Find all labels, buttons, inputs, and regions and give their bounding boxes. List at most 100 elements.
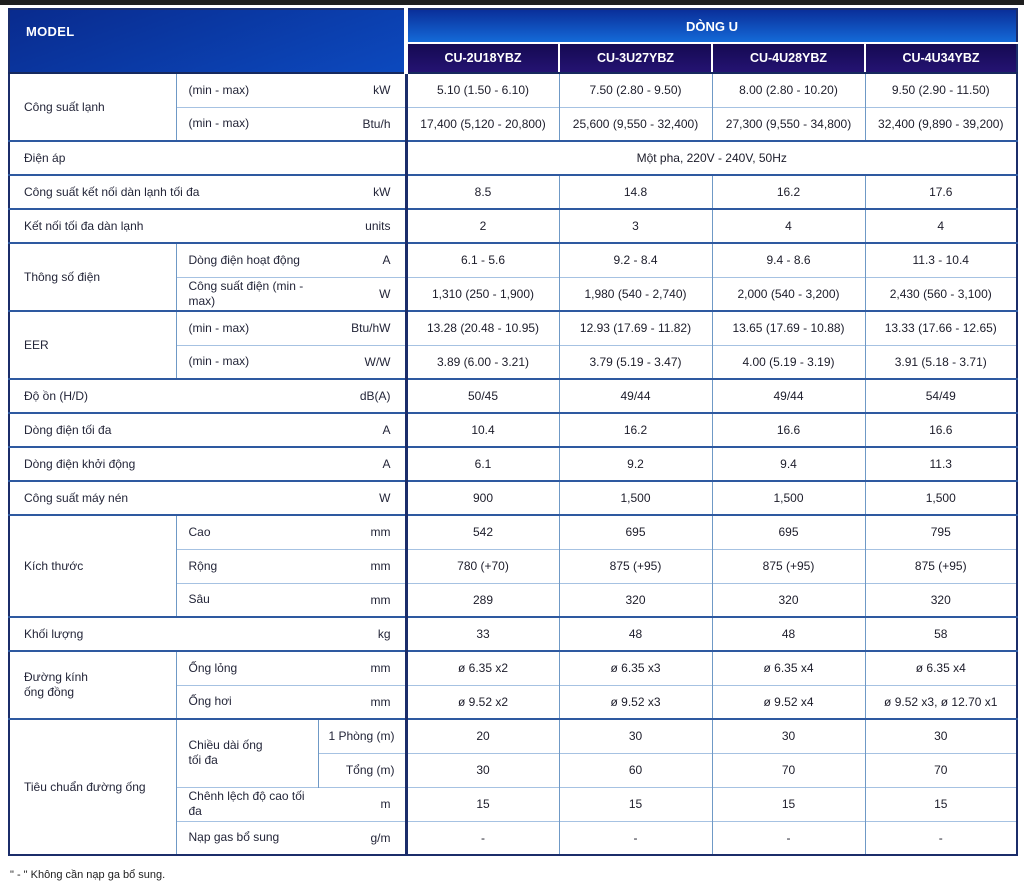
spec-value: 3.89 (6.00 - 3.21) [404, 344, 559, 379]
spec-value: 1,310 (250 - 1,900) [404, 276, 559, 311]
spec-value: 50/45 [404, 378, 559, 413]
model-corner-header: MODEL [9, 9, 408, 74]
spec-value: 15 [558, 786, 712, 821]
model-column-header: CU-3U27YBZ [558, 42, 712, 74]
spec-sheet: MODEL DÒNG U CU-2U18YBZ CU-3U27YBZ CU-4U… [0, 5, 1024, 895]
spec-value: 9.50 (2.90 - 11.50) [864, 72, 1017, 107]
unit-label: Btu/hW [318, 310, 406, 345]
row-sub-label: Rộng [175, 548, 318, 583]
row-sub-label: Dòng điện hoạt động [175, 242, 318, 277]
page-top-edge [0, 0, 1024, 5]
unit-label: mm [318, 684, 406, 719]
table-row: (min - max) Btu/h 17,400 (5,120 - 20,800) 2… [9, 106, 1017, 141]
unit-label: mm [318, 548, 406, 583]
row-group-label: Khối lượng [9, 616, 318, 651]
table-row: Công suất kết nối dàn lạnh tối đa kW 8.5 14… [9, 174, 1017, 209]
spec-value: 11.3 [864, 446, 1017, 481]
spec-value: 3.79 (5.19 - 3.47) [558, 344, 712, 379]
row-sub-label: Chiều dài ống tối đa [175, 718, 318, 787]
unit-label: W [318, 276, 406, 311]
spec-value: 9.2 [558, 446, 712, 481]
spec-value: 7.50 (2.80 - 9.50) [558, 72, 712, 107]
row-group-label: Kích thước [9, 514, 176, 617]
spec-value: - [711, 820, 865, 855]
spec-value: 289 [404, 582, 559, 617]
spec-value: 16.2 [558, 412, 712, 447]
spec-value: ø 6.35 x4 [864, 650, 1017, 685]
footnote: " - " Không cần nạp ga bổ sung. [10, 869, 166, 881]
spec-value: 54/49 [864, 378, 1017, 413]
spec-value: 30 [404, 752, 559, 787]
spec-value: 13.65 (17.69 - 10.88) [711, 310, 865, 345]
spec-value: ø 9.52 x4 [711, 684, 865, 719]
spec-value: ø 6.35 x4 [711, 650, 865, 685]
spec-value: 900 [404, 480, 559, 515]
spec-value: 9.2 - 8.4 [558, 242, 712, 277]
unit-label: mm [318, 650, 406, 685]
spec-value: ø 9.52 x3 [558, 684, 712, 719]
row-group-label: Công suất máy nén [9, 480, 318, 515]
table-row: Điện áp Một pha, 220V - 240V, 50Hz [9, 140, 1017, 175]
spec-value: 49/44 [711, 378, 865, 413]
row-group-label: Điện áp [9, 140, 406, 175]
spec-value: 15 [864, 786, 1017, 821]
spec-value: 6.1 [404, 446, 559, 481]
unit-label: A [318, 242, 406, 277]
table-row: Kết nối tối đa dàn lạnh units 2 3 4 4 [9, 208, 1017, 243]
model-column-header: CU-4U28YBZ [711, 42, 865, 74]
table-row: EER (min - max) Btu/hW 13.28 (20.48 - 10.95… [9, 310, 1017, 379]
spec-value: 320 [864, 582, 1017, 617]
spec-value: 6.1 - 5.6 [404, 242, 559, 277]
table-row: Nạp gas bổ sung g/m - - - - [9, 820, 1017, 855]
unit-label: W/W [318, 344, 406, 379]
unit-label: A [318, 412, 406, 447]
spec-value: 320 [558, 582, 712, 617]
unit-label: kg [318, 616, 406, 651]
spec-value: 30 [558, 718, 712, 753]
spec-value: 320 [711, 582, 865, 617]
spec-value: 60 [558, 752, 712, 787]
unit-label: g/m [318, 820, 406, 855]
unit-label: mm [318, 582, 406, 617]
row-sub-label: Sâu [175, 582, 318, 617]
spec-value: 25,600 (9,550 - 32,400) [558, 106, 712, 141]
spec-value: 8.5 [404, 174, 559, 209]
model-column-header: CU-2U18YBZ [405, 42, 559, 74]
spec-value: 20 [404, 718, 559, 753]
spec-value: 3.91 (5.18 - 3.71) [864, 344, 1017, 379]
table-row: Công suất lạnh (min - max) kW 5.10 (1.50 - … [9, 72, 1017, 141]
spec-value: 9.4 [711, 446, 865, 481]
pipe-length-scope-label: 1 Phòng (m) [317, 718, 406, 753]
unit-label: kW [318, 174, 406, 209]
table-row: Công suất máy nén W 900 1,500 1,500 1,500 [9, 480, 1017, 515]
table-row: Tổng (m) 30 60 70 70 [9, 752, 1017, 787]
unit-label: units [318, 208, 406, 243]
table-row: Sâu mm 289 320 320 320 [9, 582, 1017, 617]
spec-value: 10.4 [404, 412, 559, 447]
model-column-header: CU-4U34YBZ [864, 42, 1017, 74]
table-row: Khối lượng kg 33 48 48 58 [9, 616, 1017, 651]
row-group-label: Kết nối tối đa dàn lạnh [9, 208, 318, 243]
spec-value: ø 6.35 x2 [404, 650, 559, 685]
spec-value: - [404, 820, 559, 855]
series-header: DÒNG U [406, 9, 1017, 44]
spec-value: 15 [711, 786, 865, 821]
unit-label: kW [318, 72, 406, 107]
row-group-label: Đường kính ống đồng [9, 650, 176, 719]
spec-value: 17,400 (5,120 - 20,800) [404, 106, 559, 141]
row-sub-label: Chênh lệch độ cao tối đa [175, 786, 318, 821]
spec-value: 875 (+95) [711, 548, 865, 583]
spec-value: 2 [404, 208, 559, 243]
spec-value: 15 [404, 786, 559, 821]
spec-value: 695 [558, 514, 712, 549]
spec-value: 542 [404, 514, 559, 549]
row-sub-label: Công suất điện (min - max) [175, 276, 318, 311]
spec-value: 12.93 (17.69 - 11.82) [558, 310, 712, 345]
spec-value: 780 (+70) [404, 548, 559, 583]
table-row: Ống hơi mm ø 9.52 x2 ø 9.52 x3 ø 9.52 x4 ø 9.… [9, 684, 1017, 719]
row-group-label: Dòng điện tối đa [9, 412, 318, 447]
spec-value: 795 [864, 514, 1017, 549]
table-row: Chênh lệch độ cao tối đa m 15 15 15 15 [9, 786, 1017, 821]
row-group-label: Công suất kết nối dàn lạnh tối đa [9, 174, 318, 209]
spec-value: 4 [864, 208, 1017, 243]
